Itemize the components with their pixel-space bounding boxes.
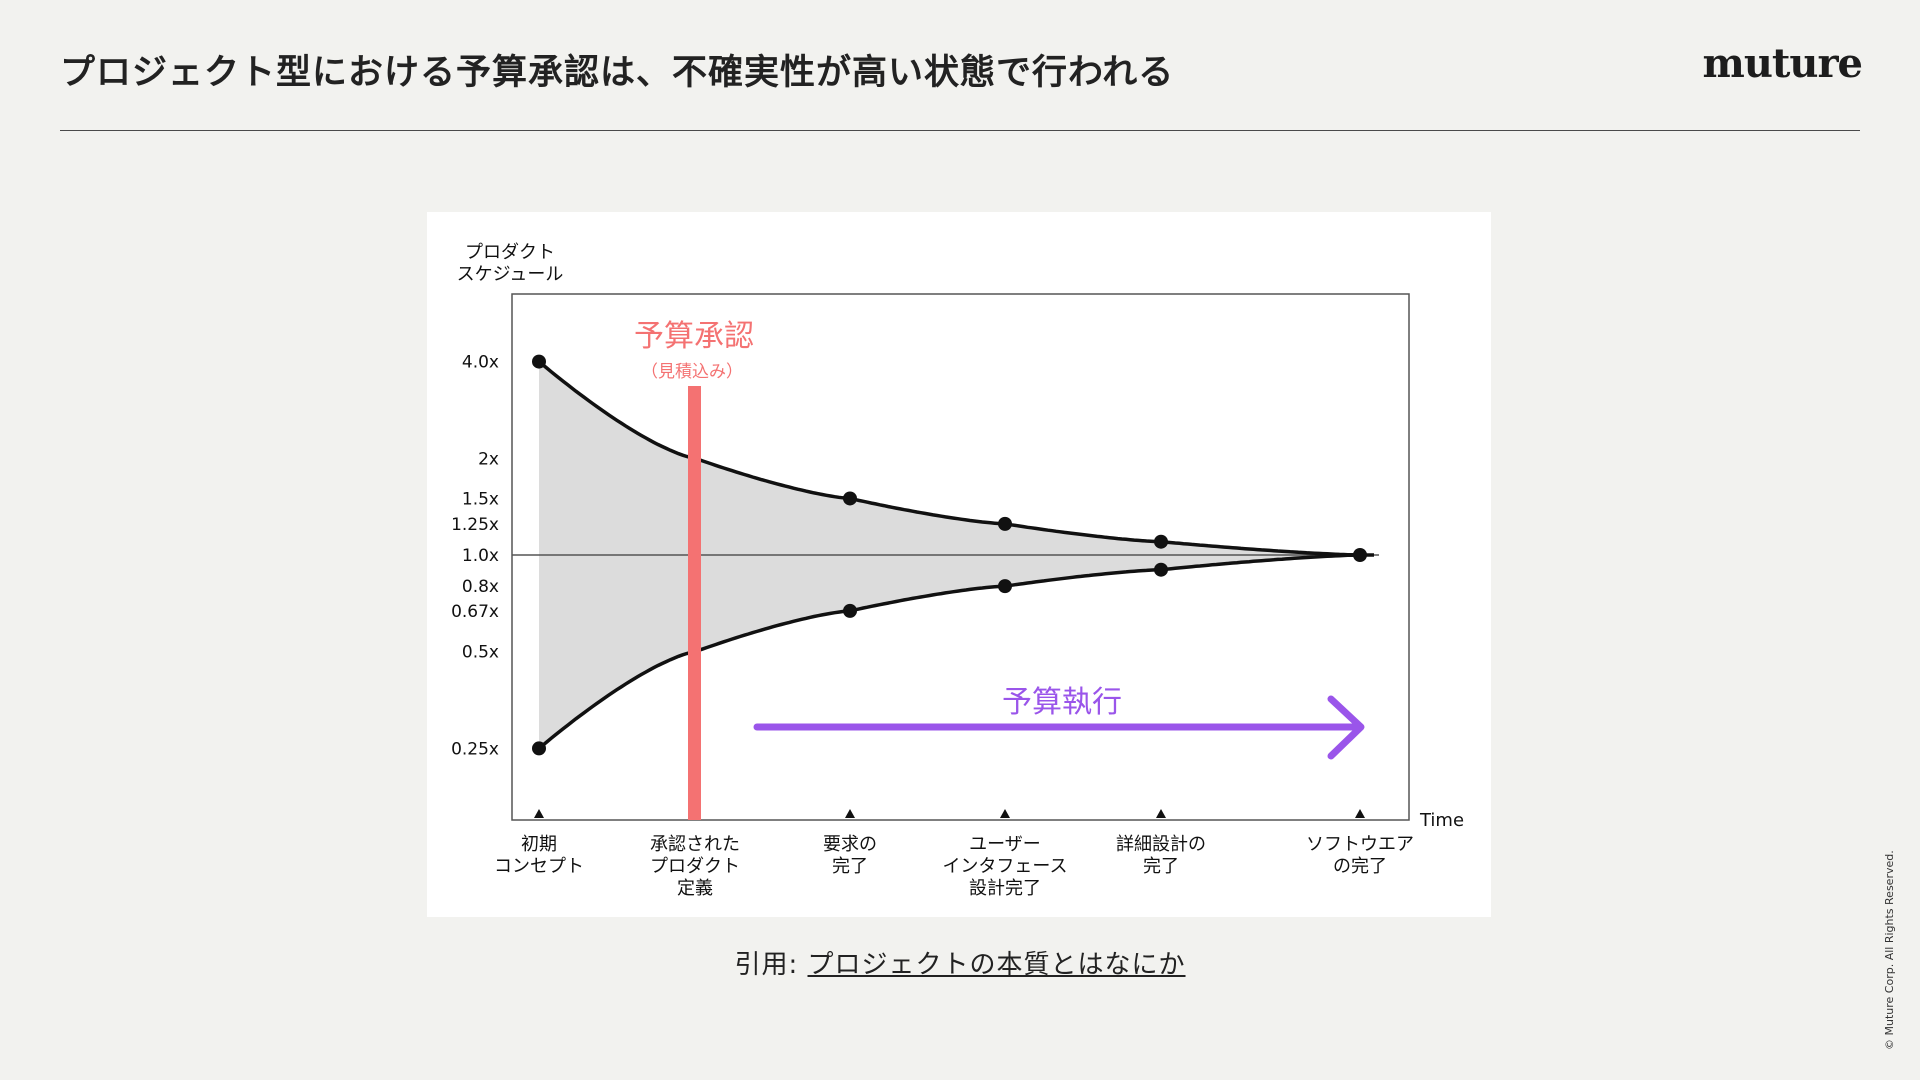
citation-link[interactable]: プロジェクトの本質とはなにか [807,950,1186,980]
budget-approval-label: 予算承認 [634,319,754,354]
milestone-point-upper [998,516,1012,531]
milestone-point-upper [532,354,546,369]
budget-approval-bar [688,386,701,820]
x-tick-marker [1355,809,1365,818]
y-tick-label: 1.0x [462,546,499,566]
y-tick-label: 4.0x [462,353,499,373]
y-tick-label: 0.25x [451,739,499,759]
milestone-point-upper [843,491,857,506]
budget-execution-arrowhead [1327,695,1365,760]
citation-prefix: 引用: [734,950,808,980]
milestone-label: 詳細設計の完了 [1116,834,1206,877]
copyright-notice: © Muture Corp. All Rights Reserved. [1883,850,1896,1050]
milestone-point-lower [532,741,546,756]
y-tick-label: 0.8x [462,577,499,597]
milestone-label: ソフトウエアの完了 [1306,834,1414,877]
upper-curve [537,360,1361,557]
plot-frame [511,293,1410,821]
x-tick-marker [1156,809,1166,818]
milestone-label: ユーザーインタフェース設計完了 [942,834,1067,899]
title-divider [60,130,1860,131]
milestone-label: 初期コンセプト [494,834,584,877]
y-tick-label: 2x [478,449,499,469]
milestone-point-upper [1154,534,1168,549]
citation: 引用: プロジェクトの本質とはなにか [0,944,1920,981]
milestone-point-lower [843,603,857,618]
y-axis-label: プロダクトスケジュール [457,242,564,285]
x-tick-marker [1000,809,1010,818]
lower-curve [537,553,1361,750]
milestone-label: 要求の完了 [823,834,877,877]
x-tick-marker [845,809,855,818]
x-tick-marker [534,809,544,818]
milestone-label: 承認されたプロダクト定義 [650,834,740,899]
muture-logo: muture [1702,40,1863,87]
chart-svg: 4.0x 2x 1.5x 1.25x 1.0x 0.8x 0.67x 0.5x 0.25x プロダ… [451,242,1464,899]
slide-title: プロジェクト型における予算承認は、不確実性が高い状態で行われる [60,53,1175,93]
x-axis-label: Time [1419,810,1464,831]
y-tick-label: 1.25x [451,515,499,535]
milestone-point [1353,548,1367,562]
cone-of-uncertainty-chart: 4.0x 2x 1.5x 1.25x 1.0x 0.8x 0.67x 0.5x 0.25x プロダ… [427,212,1491,917]
milestone-point-lower [1154,562,1168,577]
milestone-point-lower [998,579,1012,594]
y-tick-label: 0.5x [462,643,499,663]
budget-execution-label: 予算執行 [1002,685,1122,720]
y-tick-label: 0.67x [451,602,499,622]
y-tick-label: 1.5x [462,489,499,509]
budget-approval-sublabel: （見積込み） [641,362,743,382]
